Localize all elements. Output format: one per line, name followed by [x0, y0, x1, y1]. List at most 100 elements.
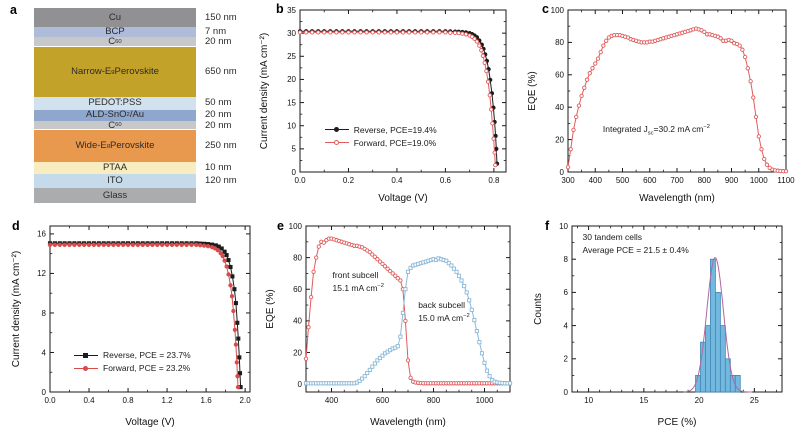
layer-c60-bottom: C 60 20 nm	[34, 120, 237, 131]
panel-e-eqe-subcells: 400 600 800 1000 0 20 40 60 80 100 Wavelength (nm)…	[262, 214, 522, 430]
svg-text:2: 2	[564, 355, 569, 364]
hist-bar	[719, 325, 726, 393]
svg-text:4: 4	[564, 321, 569, 330]
svg-text:5: 5	[292, 145, 297, 154]
gauss-fit-line	[683, 257, 753, 393]
svg-text:100: 100	[289, 222, 303, 231]
svg-text:15: 15	[639, 396, 648, 405]
layer-ald-sno2: ALD-SnO 2/Au 20 nm	[34, 109, 237, 121]
svg-text:300: 300	[561, 176, 575, 185]
layer-box-c60-top: C 60	[34, 37, 196, 47]
legend-entry: Reverse, PCE=19.4%	[324, 123, 437, 136]
svg-text:400: 400	[589, 176, 603, 185]
hist-bar	[715, 292, 721, 393]
layer-cu: Cu 150 nm	[34, 8, 237, 27]
layer-box-c60-bottom: C 60	[34, 120, 196, 130]
svg-text:Voltage (V): Voltage (V)	[125, 417, 174, 428]
svg-text:8: 8	[42, 309, 47, 318]
svg-text:0.4: 0.4	[391, 176, 403, 185]
svg-text:15: 15	[287, 98, 296, 107]
svg-text:Wavelength (nm): Wavelength (nm)	[370, 417, 446, 428]
svg-text:600: 600	[643, 176, 657, 185]
chart-e-plot: 400 600 800 1000 0 20 40 60 80 100 Wavelength (nm)…	[265, 222, 513, 428]
svg-text:Current density (mA cm⁻²): Current density (mA cm⁻²)	[11, 251, 22, 367]
svg-text:0.8: 0.8	[122, 396, 134, 405]
svg-text:20: 20	[287, 75, 296, 84]
chart-b-plot: 0.0 0.2 0.4 0.6 0.8 0 5 10 15 20 25 30 35 Voltage (V)…	[259, 6, 507, 204]
svg-text:900: 900	[725, 176, 739, 185]
annotation: front subcell 15.1 mA cm−2	[332, 270, 384, 294]
svg-text:30: 30	[287, 29, 296, 38]
axes	[299, 9, 507, 173]
svg-text:40: 40	[293, 317, 302, 326]
svg-text:1.2: 1.2	[162, 396, 174, 405]
layer-thickness-narrow-eg: 650 nm	[205, 65, 237, 77]
svg-text:80: 80	[293, 253, 302, 262]
panel-d-jv-curve-tandem: 0.0 0.4 0.8 1.2 1.6 2.0 0 4 8 12 16 Voltage (V) Curr…	[8, 214, 262, 430]
axes	[49, 225, 251, 393]
layer-box-ito: ITO	[34, 174, 196, 188]
axes	[305, 225, 511, 393]
panel-label-e: e	[277, 219, 284, 233]
svg-text:35: 35	[287, 6, 296, 15]
svg-text:700: 700	[670, 176, 684, 185]
hist-bar	[710, 258, 716, 393]
svg-text:0: 0	[292, 168, 297, 177]
annotation: Integrated Jsc=30.2 mA cm−2	[602, 124, 710, 138]
svg-text:12: 12	[37, 269, 46, 278]
axes	[571, 225, 783, 393]
svg-text:1000: 1000	[476, 396, 494, 405]
svg-text:4: 4	[42, 348, 47, 357]
layer-box-pedot-pss: PEDOT:PSS	[34, 96, 196, 110]
svg-text:0.2: 0.2	[343, 176, 355, 185]
layer-ptaa: PTAA 10 nm	[34, 162, 237, 174]
panel-label-f: f	[545, 219, 550, 233]
panel-a-device-stack: Cu 150 nm BCP 7 nm C 60 20 nm Narrow-E g Perovsk…	[28, 2, 256, 212]
layer-thickness-wide-eg: 250 nm	[205, 140, 237, 152]
svg-text:60: 60	[293, 285, 302, 294]
svg-text:PCE (%): PCE (%)	[658, 417, 697, 428]
layer-box-bcp: BCP	[34, 27, 196, 37]
svg-text:0.8: 0.8	[488, 176, 500, 185]
annotation: back subcell 15.0 mA cm−2	[418, 300, 470, 324]
layer-thickness-pedot-pss: 50 nm	[205, 97, 232, 109]
device-stack-diagram: Cu 150 nm BCP 7 nm C 60 20 nm Narrow-E g Perovsk…	[34, 8, 237, 203]
layer-box-glass: Glass	[34, 188, 196, 203]
svg-text:10: 10	[287, 122, 296, 131]
svg-text:1.6: 1.6	[201, 396, 213, 405]
layer-c60-top: C 60 20 nm	[34, 37, 237, 47]
panel-label-a: a	[10, 3, 17, 17]
annotation: 30 tandem cells Average PCE = 21.5 ± 0.4%	[582, 231, 689, 256]
panel-label-d: d	[12, 219, 20, 233]
layer-thickness-ito: 120 nm	[205, 175, 237, 187]
legend-entry: Forward, PCE=19.0%	[324, 136, 437, 149]
svg-text:0.4: 0.4	[83, 396, 95, 405]
legend: Reverse, PCE = 23.7% Forward, PCE = 23.2%	[74, 349, 191, 375]
svg-text:20: 20	[695, 396, 704, 405]
svg-text:Counts: Counts	[533, 293, 544, 325]
hist-bar	[734, 374, 741, 393]
svg-text:10: 10	[584, 396, 593, 405]
svg-text:Wavelength (nm): Wavelength (nm)	[639, 193, 715, 204]
svg-text:800: 800	[427, 396, 441, 405]
layer-box-narrow-eg: Narrow-E g Perovskite	[34, 46, 196, 97]
svg-text:500: 500	[616, 176, 630, 185]
svg-text:EQE (%): EQE (%)	[527, 71, 538, 110]
svg-text:400: 400	[325, 396, 339, 405]
svg-text:0: 0	[42, 388, 47, 397]
svg-text:25: 25	[750, 396, 759, 405]
svg-text:20: 20	[293, 348, 302, 357]
chart-c-plot: 300 400 500 600 700 800 900 1000 1100 0 20 40 60 80 10…	[527, 6, 795, 204]
panel-c-eqe-spectrum: 300 400 500 600 700 800 900 1000 1100 0 20 40 60 80 10…	[524, 0, 796, 206]
svg-text:Voltage (V): Voltage (V)	[378, 193, 427, 204]
layer-glass: Glass	[34, 188, 237, 203]
svg-text:1000: 1000	[750, 176, 768, 185]
svg-text:800: 800	[698, 176, 712, 185]
svg-text:6: 6	[564, 288, 569, 297]
layer-thickness-c60-top: 20 nm	[205, 36, 232, 47]
layer-thickness-ptaa: 10 nm	[205, 162, 232, 174]
layer-box-ald-sno2: ALD-SnO 2/Au	[34, 109, 196, 121]
layer-wide-eg: Wide-E g Perovskite 250 nm	[34, 130, 237, 162]
svg-text:16: 16	[37, 230, 46, 239]
svg-text:10: 10	[559, 222, 568, 231]
